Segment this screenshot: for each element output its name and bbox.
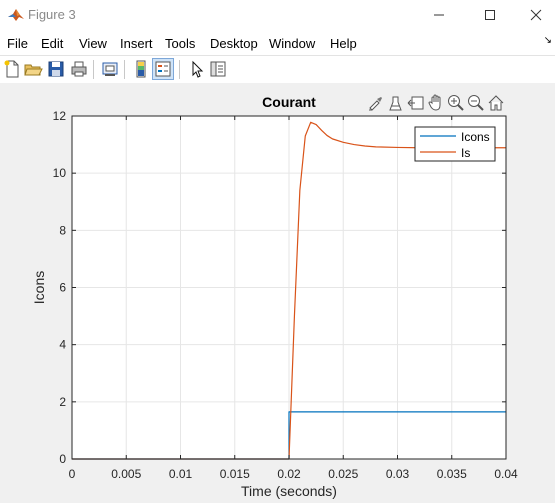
legend-label-is: Is (461, 146, 470, 160)
open-file-icon[interactable] (23, 59, 43, 79)
menu-view[interactable]: View (79, 36, 107, 51)
matlab-logo-icon (7, 6, 25, 24)
x-tick-label: 0.035 (437, 467, 467, 481)
legend-icon[interactable] (152, 58, 174, 80)
y-tick-label: 6 (59, 281, 66, 295)
property-inspector-icon[interactable] (208, 59, 228, 79)
zoom-out-icon[interactable] (467, 94, 485, 112)
legend[interactable]: Icons Is (414, 126, 496, 162)
x-tick-label: 0 (69, 467, 76, 481)
data-tips-icon[interactable] (387, 94, 405, 112)
toolbar-separator (93, 60, 94, 79)
print-icon[interactable] (69, 59, 89, 79)
maximize-button[interactable] (467, 0, 513, 30)
toolbar-separator (179, 60, 180, 79)
toolbar-separator (124, 60, 125, 79)
menu-bar: File Edit View Insert Tools Desktop Wind… (0, 31, 555, 55)
y-tick-label: 4 (59, 338, 66, 352)
brush-icon[interactable] (367, 94, 385, 112)
tick-marks: 0 0.005 0.01 0.015 0.02 0.025 0.03 0.035 0.04 0 2 4… (53, 109, 518, 481)
link-plot-icon[interactable] (100, 59, 120, 79)
close-icon (530, 9, 542, 21)
zoom-in-icon[interactable] (447, 94, 465, 112)
y-tick-label: 0 (59, 452, 66, 466)
figure-toolbar (0, 55, 555, 84)
menu-insert[interactable]: Insert (120, 36, 153, 51)
window-title: Figure 3 (28, 7, 76, 22)
title-bar: Figure 3 (0, 0, 555, 31)
home-icon[interactable] (487, 94, 505, 112)
y-tick-label: 2 (59, 395, 66, 409)
x-tick-label: 0.04 (494, 467, 518, 481)
pan-icon[interactable] (427, 94, 445, 112)
chart-title: Courant (262, 94, 316, 110)
new-figure-icon[interactable] (2, 59, 22, 79)
menu-tools[interactable]: Tools (165, 36, 196, 51)
menu-desktop[interactable]: Desktop (210, 36, 258, 51)
restore-view-icon[interactable] (407, 94, 425, 112)
minimize-button[interactable] (416, 0, 462, 30)
x-tick-label: 0.02 (277, 467, 301, 481)
legend-label-icons: Icons (461, 130, 490, 144)
minimize-icon (434, 14, 444, 16)
x-tick-label: 0.01 (169, 467, 193, 481)
y-axis-label: Icons (31, 271, 47, 304)
maximize-icon (485, 10, 495, 20)
close-button[interactable] (513, 0, 555, 30)
save-icon[interactable] (46, 59, 66, 79)
y-tick-label: 10 (53, 166, 67, 180)
menu-file[interactable]: File (7, 36, 28, 51)
menu-edit[interactable]: Edit (41, 36, 64, 51)
x-axis-label: Time (seconds) (241, 483, 337, 499)
dock-arrow-icon[interactable]: ↘ (543, 35, 552, 46)
x-tick-label: 0.005 (111, 467, 141, 481)
y-tick-label: 12 (53, 109, 67, 123)
plot-axes[interactable]: 0 0.005 0.01 0.015 0.02 0.025 0.03 0.035 0.04 0 2 4… (0, 83, 555, 503)
y-tick-label: 8 (59, 223, 66, 237)
x-tick-label: 0.015 (220, 467, 250, 481)
menu-window[interactable]: Window (269, 36, 316, 51)
series-line-is (72, 121, 506, 460)
legend-box (414, 126, 496, 162)
x-tick-label: 0.03 (386, 467, 410, 481)
x-tick-label: 0.025 (328, 467, 358, 481)
colorbar-icon[interactable] (131, 59, 151, 79)
pointer-icon[interactable] (186, 59, 206, 79)
menu-help[interactable]: Help (330, 36, 357, 51)
